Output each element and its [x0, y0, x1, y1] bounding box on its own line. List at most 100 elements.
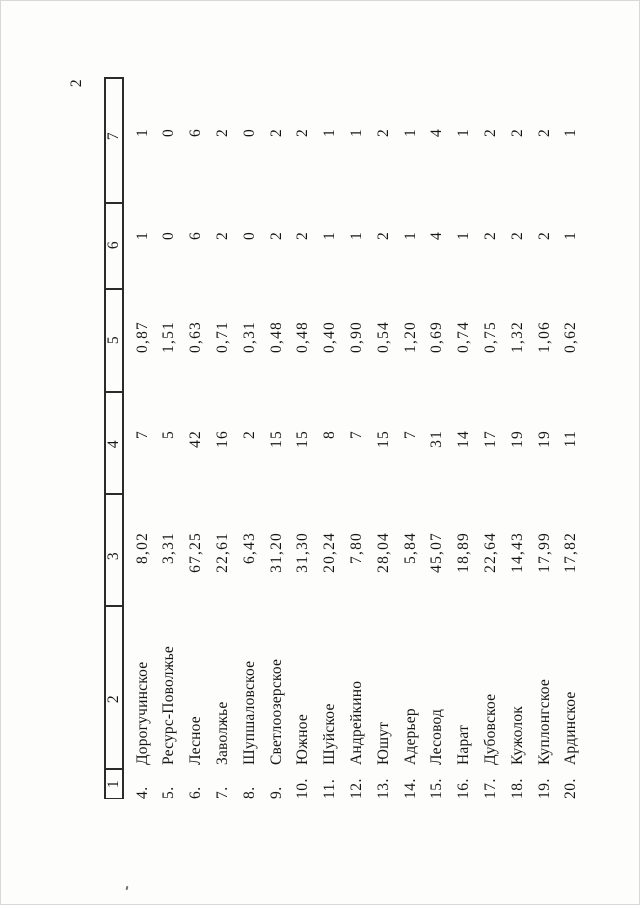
- table-cell-c5: 1,20: [401, 321, 419, 353]
- table-cell-c6: 2: [508, 231, 526, 240]
- column-header-1: 1: [104, 779, 122, 789]
- table-cell-c3: 45,07: [428, 532, 446, 573]
- table-cell-c5: 0,63: [187, 321, 205, 353]
- table-cell-c5: 0,62: [562, 321, 580, 353]
- header-cell-boundary: [104, 605, 124, 607]
- table-cell-c7: 1: [321, 128, 339, 137]
- table-cell-c7: 1: [347, 128, 365, 137]
- row-name: Шуйское: [321, 703, 339, 765]
- table-cell-c6: 2: [535, 231, 553, 240]
- table-cell-c6: 2: [374, 231, 392, 240]
- column-header-3: 3: [104, 551, 122, 561]
- table-cell-c5: 0,40: [321, 321, 339, 353]
- header-cell-boundary: [104, 202, 124, 204]
- row-name: Кужолок: [508, 705, 526, 765]
- table-cell-c4: 15: [267, 430, 285, 448]
- table-cell-c4: 19: [535, 430, 553, 448]
- table-cell-c5: 1,06: [535, 321, 553, 353]
- table-cell-c6: 1: [347, 231, 365, 240]
- table-cell-c6: 1: [321, 231, 339, 240]
- row-name: Шупшаловское: [240, 660, 258, 765]
- table-cell-c5: 1,51: [160, 321, 178, 353]
- table-cell-c4: 7: [133, 430, 151, 439]
- table-cell-c3: 17,99: [535, 532, 553, 573]
- table-cell-c4: 8: [321, 430, 339, 439]
- row-name: Нарат: [455, 724, 473, 765]
- table-cell-c4: 2: [240, 430, 258, 439]
- table-cell-c3: 20,24: [321, 532, 339, 573]
- row-number: 20.: [562, 778, 580, 799]
- table-cell-c7: 1: [455, 128, 473, 137]
- table-cell-c4: 15: [374, 430, 392, 448]
- row-name: Ресурс-Поволжье: [160, 646, 178, 765]
- table-cell-c7: 1: [401, 128, 419, 137]
- row-number: 9.: [267, 786, 285, 799]
- table-cell-c6: 2: [213, 231, 231, 240]
- table-cell-c3: 22,64: [481, 532, 499, 573]
- row-name: Куплонгское: [535, 679, 553, 765]
- table-cell-c5: 0,74: [455, 321, 473, 353]
- row-number: 11.: [321, 778, 339, 799]
- table-cell-c3: 31,30: [294, 532, 312, 573]
- row-number: 5.: [160, 786, 178, 799]
- header-cell-boundary: [104, 391, 124, 393]
- table-cell-c7: 4: [428, 128, 446, 137]
- table-cell-c4: 15: [294, 430, 312, 448]
- column-header-2: 2: [104, 694, 122, 704]
- row-name: Дубовское: [481, 693, 499, 765]
- table-cell-c7: 2: [213, 128, 231, 137]
- row-number: 19.: [535, 778, 553, 799]
- header-cell-boundary: [104, 77, 124, 79]
- header-cell-boundary: [104, 493, 124, 495]
- table-cell-c3: 6,43: [240, 532, 258, 564]
- row-number: 18.: [508, 778, 526, 799]
- table-cell-c5: 1,32: [508, 321, 526, 353]
- table-cell-c7: 1: [133, 128, 151, 137]
- table-rule-outer: [104, 77, 106, 799]
- column-header-7: 7: [104, 131, 122, 141]
- table-cell-c5: 0,90: [347, 321, 365, 353]
- table-cell-c7: 0: [160, 128, 178, 137]
- table-cell-c4: 17: [481, 430, 499, 448]
- table-cell-c6: 1: [133, 231, 151, 240]
- table-cell-c7: 0: [240, 128, 258, 137]
- table-cell-c3: 7,80: [347, 532, 365, 564]
- table-cell-c6: 1: [455, 231, 473, 240]
- table-cell-c4: 11: [562, 430, 580, 448]
- row-number: 16.: [455, 778, 473, 799]
- row-number: 7.: [213, 786, 231, 799]
- row-name: Светлоозерское: [267, 658, 285, 765]
- table-cell-c7: 2: [294, 128, 312, 137]
- table-cell-c4: 19: [508, 430, 526, 448]
- row-number: 14.: [401, 778, 419, 799]
- table-cell-c4: 5: [160, 430, 178, 439]
- table-cell-c6: 2: [267, 231, 285, 240]
- table-cell-c6: 2: [294, 231, 312, 240]
- row-number: 4.: [133, 786, 151, 799]
- table-cell-c3: 3,31: [160, 532, 178, 564]
- table-rule-inner: [122, 77, 124, 799]
- table-cell-c7: 6: [187, 128, 205, 137]
- table-cell-c4: 7: [401, 430, 419, 439]
- row-name: Лесовод: [428, 708, 446, 765]
- scan-artifact-dot: [125, 885, 129, 891]
- table-cell-c4: 7: [347, 430, 365, 439]
- table-cell-c4: 16: [213, 430, 231, 448]
- table-cell-c6: 0: [240, 231, 258, 240]
- table-cell-c5: 0,87: [133, 321, 151, 353]
- table-cell-c3: 18,89: [455, 532, 473, 573]
- table-cell-c7: 2: [267, 128, 285, 137]
- table-cell-c7: 2: [535, 128, 553, 137]
- header-cell-boundary: [104, 768, 124, 770]
- table-cell-c5: 0,71: [213, 321, 231, 353]
- table-cell-c7: 2: [508, 128, 526, 137]
- table-cell-c5: 0,48: [294, 321, 312, 353]
- header-cell-boundary: [104, 288, 124, 290]
- table-cell-c3: 5,84: [401, 532, 419, 564]
- column-header-5: 5: [104, 335, 122, 345]
- table-cell-c7: 2: [374, 128, 392, 137]
- table-cell-c3: 8,02: [133, 532, 151, 564]
- table-cell-c7: 1: [562, 128, 580, 137]
- table-cell-c5: 0,54: [374, 321, 392, 353]
